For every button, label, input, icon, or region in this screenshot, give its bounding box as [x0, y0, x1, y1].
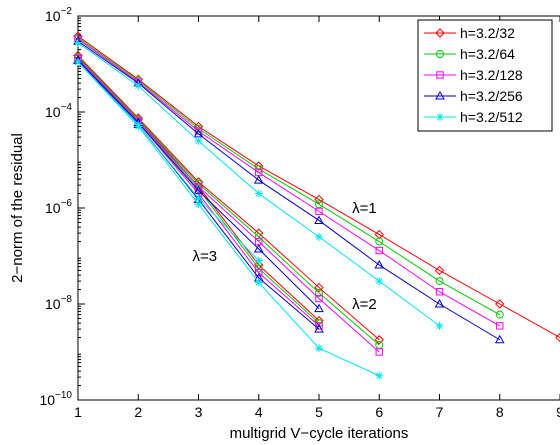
data-point: [435, 321, 444, 330]
data-point: [253, 243, 264, 253]
data-point: [74, 38, 82, 47]
data-point: [434, 298, 445, 308]
x-tick-label: 5: [315, 404, 323, 420]
y-axis-label: 2−norm of the residual: [9, 133, 26, 283]
series-line-lambda-2: [77, 56, 380, 346]
series-line-lambda-1: [77, 38, 500, 327]
legend-item-5: h=3.2/512: [424, 109, 523, 125]
data-point: [374, 259, 385, 269]
data-point: [194, 136, 203, 145]
y-tick-label: 10−2: [45, 6, 72, 24]
x-tick-label: 3: [195, 404, 203, 420]
data-point: [375, 371, 384, 380]
y-tick-label: 10−6: [45, 198, 72, 216]
x-axis-label: multigrid V−cycle iterations: [230, 425, 409, 442]
legend-item-1: h=3.2/32: [424, 25, 515, 41]
data-point: [255, 268, 263, 277]
annotation-lambda-1: λ=1: [352, 200, 377, 217]
x-tick-label: 8: [496, 404, 504, 420]
legend-item-4: h=3.2/256: [424, 88, 523, 104]
x-tick-label: 9: [556, 404, 560, 420]
data-point: [496, 322, 504, 330]
legend-marker: [436, 50, 444, 58]
data-point: [194, 200, 203, 209]
data-point: [315, 344, 323, 353]
legend-label: h=3.2/512: [460, 109, 523, 125]
annotation-lambda-3: λ=3: [192, 248, 217, 265]
series-line-lambda-2: [77, 58, 380, 353]
data-point: [315, 288, 323, 297]
data-point: [193, 185, 204, 195]
series-line-lambda-2: [77, 59, 320, 310]
data-point: [254, 189, 263, 198]
legend-label: h=3.2/128: [460, 67, 523, 83]
data-point: [254, 232, 263, 241]
data-point: [434, 265, 445, 276]
y-tick-label: 10−10: [39, 390, 72, 408]
data-point: [194, 194, 203, 203]
series-line-lambda-1: [77, 37, 500, 316]
series-layer: [73, 31, 560, 380]
y-tick-label: 10−8: [45, 294, 72, 312]
y-tick-label: 10−4: [45, 102, 72, 120]
data-point: [315, 294, 323, 303]
data-point: [314, 324, 324, 333]
data-point: [134, 81, 143, 90]
data-point: [375, 277, 384, 286]
x-tick-label: 6: [375, 404, 383, 420]
series-line-lambda-1: [77, 35, 560, 338]
legend: h=3.2/32 h=3.2/64 h=3.2/128 h=3.2/256 h=3.2/…: [417, 19, 553, 132]
data-point: [495, 299, 505, 309]
data-point: [555, 332, 560, 343]
annotation-lambda-2: λ=2: [352, 296, 377, 313]
x-tick-label: 4: [255, 404, 263, 420]
series-line-lambda-2: [77, 61, 260, 261]
legend-marker: [435, 28, 445, 38]
data-point: [315, 207, 323, 216]
data-point: [254, 161, 264, 171]
data-point: [254, 256, 263, 265]
data-point: [315, 232, 323, 241]
series-line-lambda-1: [77, 40, 501, 341]
legend-marker: [435, 90, 445, 100]
series-2: [74, 33, 504, 349]
legend-label: h=3.2/64: [460, 46, 515, 62]
data-point: [435, 288, 444, 296]
data-point: [193, 128, 204, 138]
axis-ticks: 1 2 3 4 5 6 7 8 9 10−2 10−4 10−6 10−8 10−10: [39, 6, 560, 420]
series-5: [74, 38, 444, 380]
x-tick-label: 7: [436, 404, 444, 420]
legend-item-2: h=3.2/64: [424, 46, 515, 62]
data-point: [134, 122, 143, 131]
data-point: [375, 237, 384, 246]
data-point: [254, 278, 263, 287]
x-tick-label: 1: [74, 404, 82, 420]
series-line-lambda-2: [77, 55, 380, 341]
data-point: [495, 310, 504, 319]
data-point: [314, 194, 324, 205]
data-point: [314, 215, 324, 224]
data-point: [314, 303, 324, 313]
data-point: [314, 282, 324, 293]
data-point: [435, 277, 444, 286]
data-point: [375, 246, 383, 255]
x-tick-label: 2: [134, 404, 142, 420]
legend-marker: [436, 71, 444, 79]
data-point: [375, 348, 383, 356]
data-point: [253, 175, 264, 184]
legend-label: h=3.2/256: [460, 88, 523, 104]
series-line-lambda-3: [77, 61, 380, 377]
data-point: [494, 334, 505, 344]
data-point: [74, 58, 82, 67]
legend-marker: [436, 113, 444, 121]
legend-item-3: h=3.2/128: [424, 67, 523, 83]
data-point: [374, 335, 384, 345]
legend-label: h=3.2/32: [460, 25, 515, 41]
annotation-layer: λ=1 λ=2 λ=3: [192, 200, 376, 313]
